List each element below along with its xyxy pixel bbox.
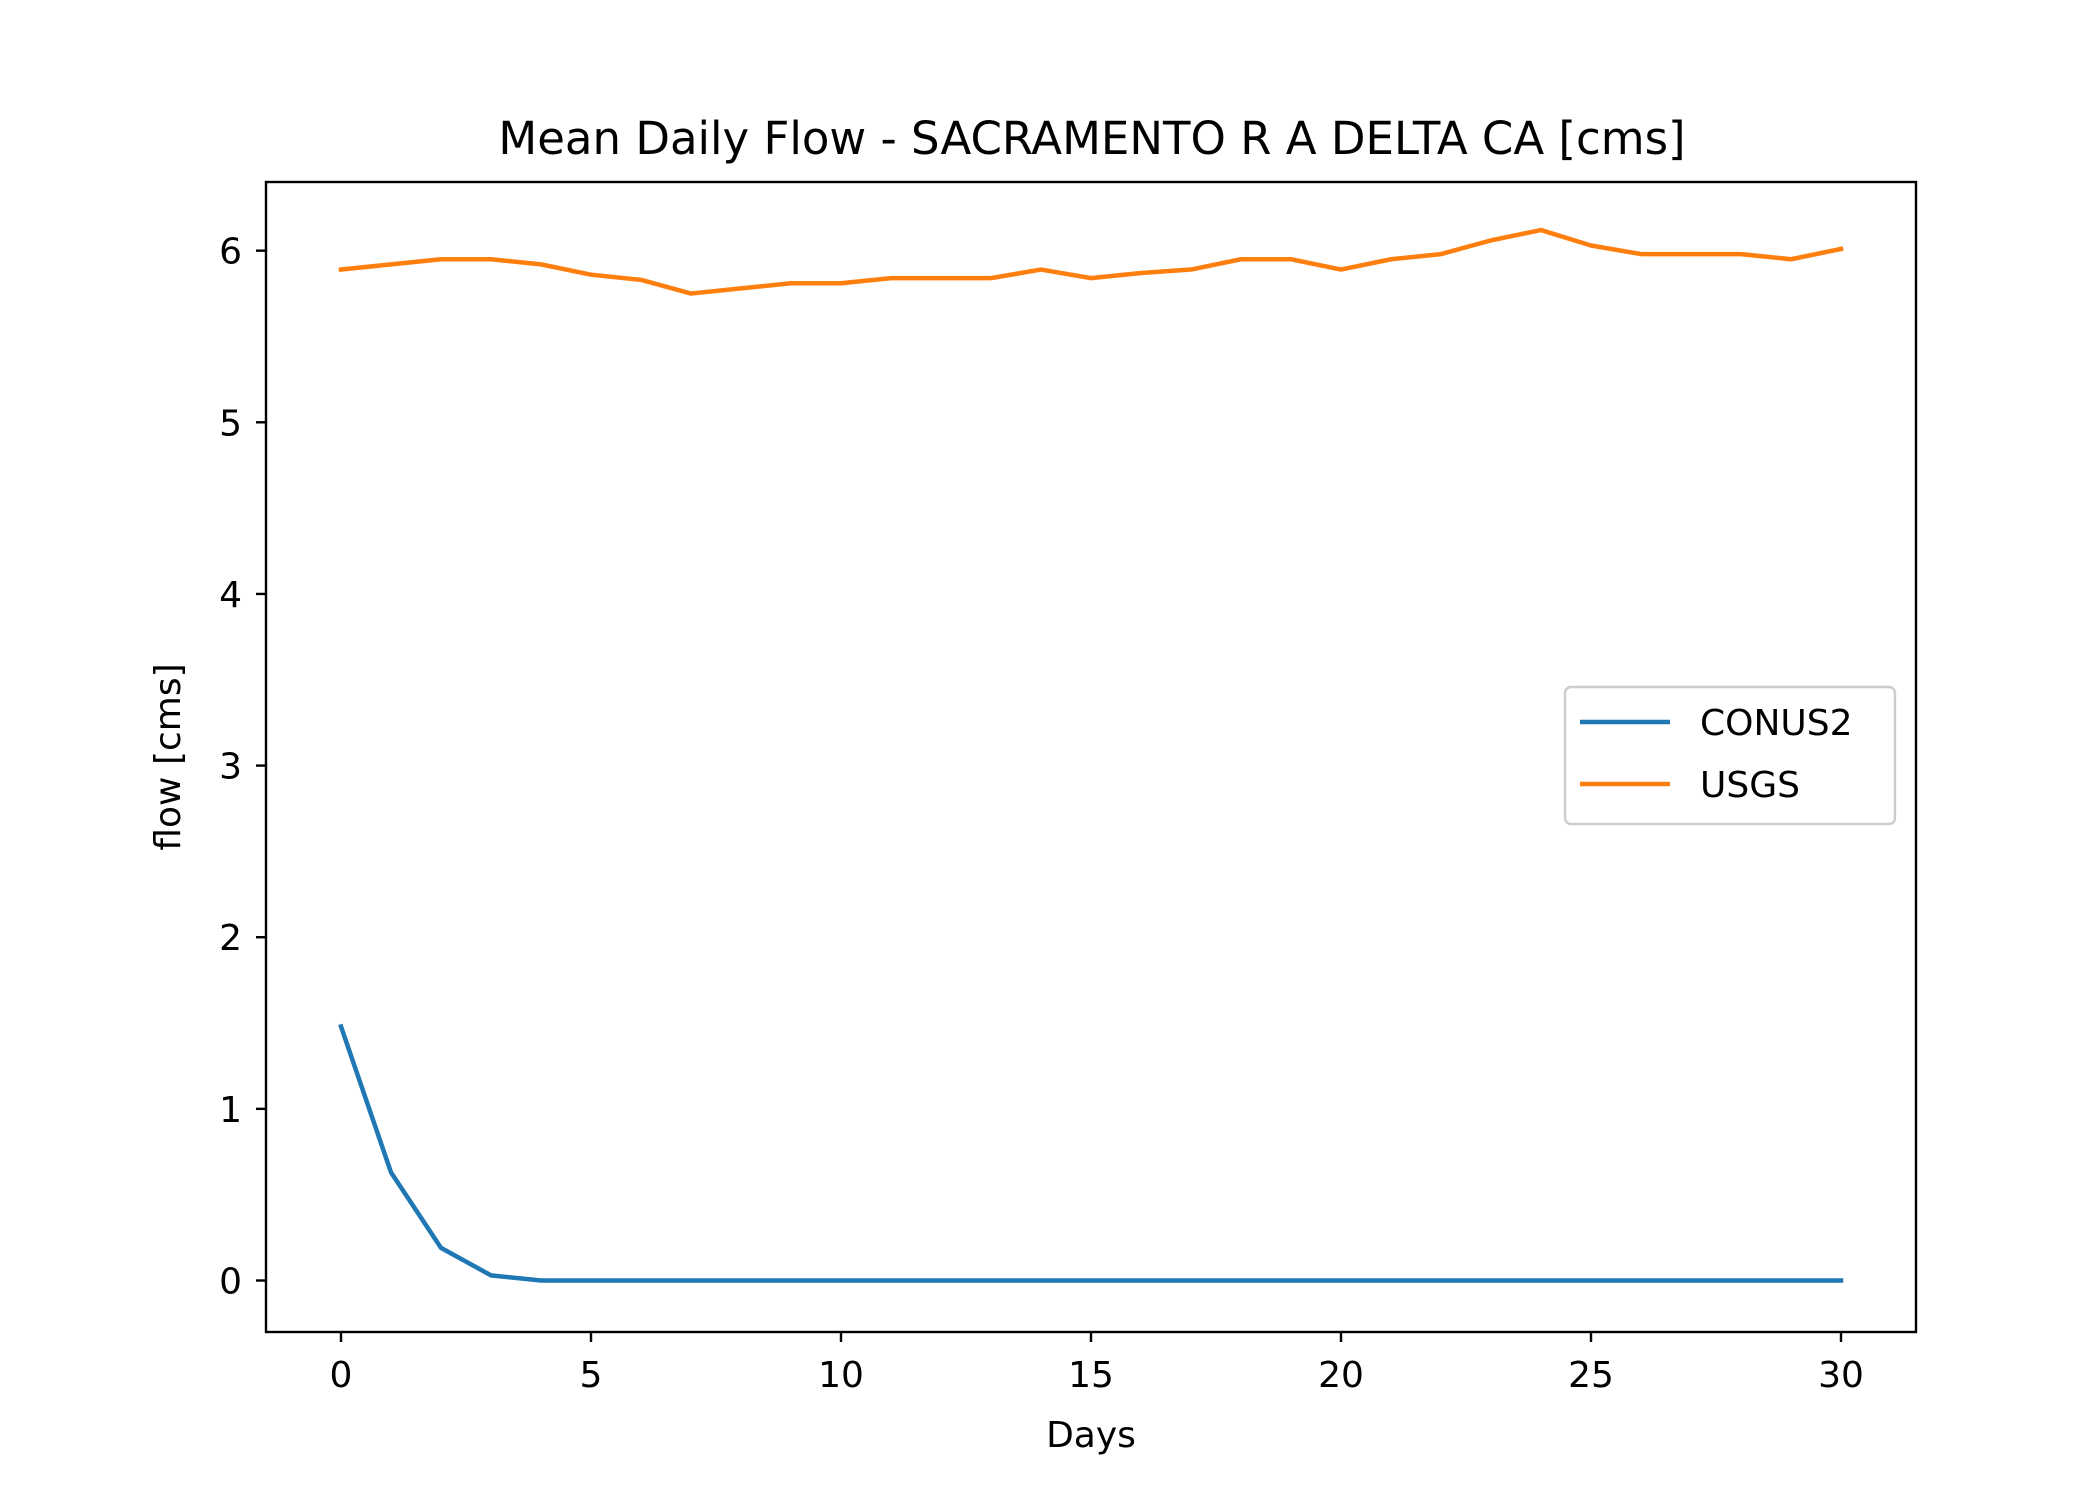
x-tick-label: 0 bbox=[330, 1355, 353, 1396]
legend: CONUS2 USGS bbox=[1563, 685, 1897, 826]
x-tick-label: 30 bbox=[1818, 1355, 1864, 1396]
x-tick-label: 5 bbox=[580, 1355, 603, 1396]
chart-title: Mean Daily Flow - SACRAMENTO R A DELTA C… bbox=[498, 112, 1685, 165]
x-axis-ticks: 0 5 10 15 20 25 30 bbox=[330, 1332, 1864, 1396]
y-tick-label: 6 bbox=[219, 232, 242, 273]
y-tick-label: 0 bbox=[219, 1262, 242, 1303]
series-layer bbox=[338, 227, 1844, 1283]
x-axis-label: Days bbox=[1046, 1415, 1136, 1456]
x-tick-label: 20 bbox=[1318, 1355, 1364, 1396]
legend-label-conus2: CONUS2 bbox=[1700, 703, 1853, 744]
y-tick-label: 2 bbox=[219, 918, 242, 959]
series-line-conus2 bbox=[338, 1023, 1844, 1283]
y-axis-label: flow [cms] bbox=[148, 663, 189, 850]
series-line-usgs bbox=[338, 227, 1844, 296]
y-tick-label: 3 bbox=[219, 747, 242, 788]
y-tick-label: 4 bbox=[219, 575, 242, 616]
x-tick-label: 15 bbox=[1068, 1355, 1114, 1396]
y-tick-label: 5 bbox=[219, 403, 242, 444]
legend-label-usgs: USGS bbox=[1700, 765, 1800, 806]
x-tick-label: 10 bbox=[818, 1355, 864, 1396]
y-tick-label: 1 bbox=[219, 1090, 242, 1131]
y-axis-ticks: 0 1 2 3 4 5 6 bbox=[219, 232, 266, 1303]
x-tick-label: 25 bbox=[1568, 1355, 1614, 1396]
